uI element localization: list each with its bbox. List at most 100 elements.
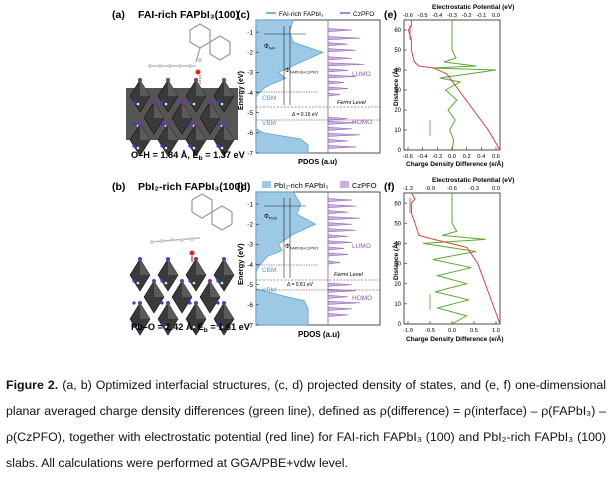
czpfo-pdos-peak <box>327 74 357 79</box>
panel-f-yticks: 0 10 20 30 40 50 60 <box>394 201 407 328</box>
y-tick-label: -3 <box>247 70 253 77</box>
y-tick-label: -7 <box>247 150 253 157</box>
iodine-atom <box>222 122 226 126</box>
y-tick-label: -6 <box>247 130 253 137</box>
fa-molecule <box>188 144 192 148</box>
panel-e-ylabel: Distance (Å) <box>391 68 400 106</box>
iodine-atom <box>166 78 170 82</box>
fa-molecule <box>192 146 196 150</box>
fa-molecule <box>216 279 220 283</box>
figure-caption: Figure 2. (a, b) Optimized interfacial s… <box>6 372 606 476</box>
iodine-atom <box>138 301 142 305</box>
fa-molecule <box>132 122 136 126</box>
panel-c-lumo: LUMO <box>352 71 371 78</box>
czpfo-pdos-peak <box>327 133 361 137</box>
iodine-atom <box>222 301 226 305</box>
fa-molecule <box>216 122 220 126</box>
panel-d-plot <box>255 191 380 326</box>
czpfo-pdos-peak <box>327 86 349 91</box>
fa-molecule <box>160 144 164 148</box>
panel-b-title: PbI₂-rich FAPbI₃(100) <box>138 181 244 193</box>
fa-molecule <box>164 281 168 285</box>
iodine-atom <box>194 78 198 82</box>
bottom-tick-label: 0.5 <box>470 328 478 334</box>
panel-b-octahedra <box>129 257 235 336</box>
fa-molecule <box>220 102 224 106</box>
top-tick-label: -0.3 <box>469 186 479 192</box>
panel-a-bond-caption: O–H = 1.84 Å, Eb = 1.37 eV <box>131 150 246 162</box>
fa-molecule <box>188 301 192 305</box>
top-tick-label: 0.0 <box>492 13 500 19</box>
electrostatic-potential-line <box>407 20 501 151</box>
panel-f: (f) Electrostatic Potential (eV) -1.2 -0.… <box>384 177 514 343</box>
iodine-atom <box>152 279 156 283</box>
czpfo-pdos-peak <box>327 228 357 233</box>
panel-a-label: (a) <box>112 9 125 21</box>
panel-c-cbm: CBM <box>262 95 276 102</box>
panel-c-phi2: ΦFAPbI3+CzPFO <box>285 68 318 75</box>
czpfo-pdos-peak <box>327 222 353 227</box>
bottom-tick-label: -0.5 <box>425 328 435 334</box>
fa-molecule <box>160 323 164 327</box>
y-tick-label: 10 <box>394 302 401 308</box>
panel-d-yticks: -1 -2 -3 -4 -5 -6 -7 <box>247 201 259 329</box>
panel-f-ylabel: Distance (Å) <box>391 242 400 280</box>
panel-a-title: FAI-rich FAPbI₃(100) <box>138 9 239 21</box>
panel-f-bottom-ticks: -1.0 -0.5 0.0 0.5 1.0 <box>403 321 500 334</box>
panel-f-top-ticks: -1.2 -0.9 -0.6 -0.3 0.0 <box>403 186 500 192</box>
y-tick-label: 60 <box>394 28 401 34</box>
top-tick-label: -0.2 <box>462 13 472 19</box>
y-tick-label: -2 <box>247 222 253 229</box>
panel-e-top-title: Electrostatic Potential (eV) <box>432 4 514 11</box>
fa-molecule <box>192 325 196 329</box>
panel-c-phi1: ΦFAI <box>264 44 275 51</box>
fa-molecule <box>164 325 168 329</box>
czpfo-pdos-peak <box>327 116 349 121</box>
fa-molecule <box>132 301 136 305</box>
top-tick-label: -0.3 <box>447 13 457 19</box>
fa-molecule <box>216 323 220 327</box>
czpfo-pdos-peak <box>327 126 353 131</box>
octahedron <box>143 280 165 314</box>
y-tick-label: -2 <box>247 50 253 57</box>
fa-molecule <box>188 122 192 126</box>
legend-czpfo-d: CzPFO <box>352 181 377 190</box>
czpfo-pdos-peak <box>327 139 349 143</box>
y-tick-label: 20 <box>394 282 401 288</box>
panel-c-yticks: -1 -2 -3 -4 -5 -6 -7 <box>247 29 259 157</box>
fa-molecule <box>216 100 220 104</box>
octahedron <box>199 280 221 314</box>
panel-c-legend: FAI-rich FAPbI₃ CzPFO <box>266 11 374 18</box>
fa-molecule <box>132 100 136 104</box>
iodine-atom <box>138 257 142 261</box>
panel-b: (b) PbI₂-rich FAPbI₃(100) Pb–O = 2.42 Å,… <box>112 181 251 336</box>
czpfo-pdos-peak <box>327 240 353 245</box>
y-tick-label: -5 <box>247 282 253 289</box>
top-tick-label: -1.2 <box>403 186 413 192</box>
fa-molecule <box>160 122 164 126</box>
fa-molecule <box>188 323 192 327</box>
legend-fapbi-d: PbI₂-rich FAPbI₃ <box>274 181 328 190</box>
y-tick-label: 40 <box>394 68 401 74</box>
panel-c-vbm: VBM <box>262 120 276 127</box>
czpfo-pdos-peak <box>327 300 361 305</box>
y-tick-label: 0 <box>398 148 402 154</box>
bottom-tick-label: -0.2 <box>432 154 442 160</box>
panel-c-homo: HOMO <box>352 119 372 126</box>
panel-c-ylabel: Energy (eV) <box>238 71 245 110</box>
fa-molecule <box>164 146 168 150</box>
panel-c-xlabel: PDOS (a.u) <box>298 157 338 166</box>
panel-b-label: (b) <box>112 181 125 193</box>
iodine-atom <box>180 279 184 283</box>
panel-d-fermi: Fermi Level <box>334 272 364 278</box>
panel-f-top-title: Electrostatic Potential (eV) <box>432 177 514 184</box>
bottom-tick-label: 0.4 <box>477 154 486 160</box>
bottom-tick-label: 0.2 <box>463 154 471 160</box>
charge-density-line <box>431 20 497 151</box>
czpfo-pdos-peak <box>327 234 349 239</box>
fa-molecule <box>136 325 140 329</box>
fapbi-pdos-area <box>255 19 324 154</box>
czpfo-pdos-peak <box>327 288 357 293</box>
czpfo-pdos-peak <box>327 210 349 215</box>
panel-d-xlabel: PDOS (a.u) <box>298 330 340 339</box>
